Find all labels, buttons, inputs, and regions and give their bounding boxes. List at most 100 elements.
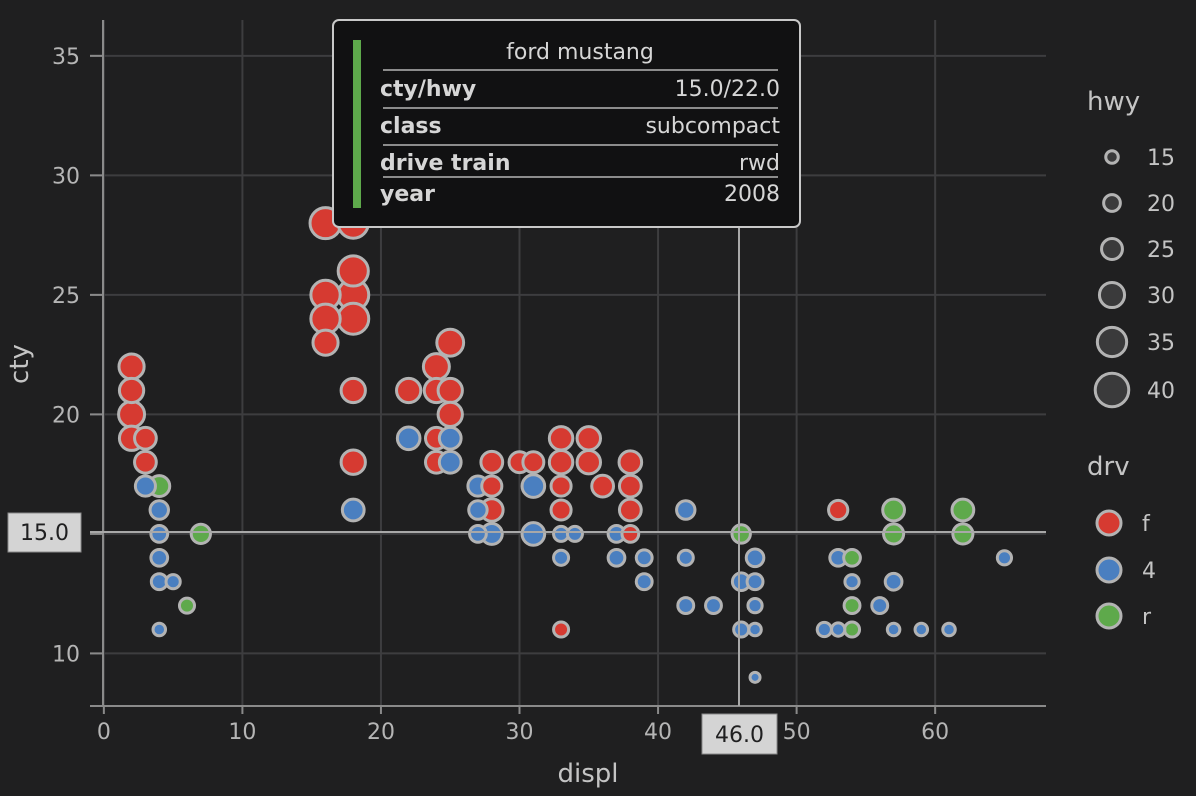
data-point bbox=[995, 549, 1014, 567]
color-legend-key bbox=[1095, 556, 1123, 584]
data-point bbox=[744, 547, 766, 569]
data-point bbox=[552, 548, 571, 567]
data-point bbox=[479, 449, 505, 475]
data-point bbox=[311, 328, 340, 357]
tooltip-row-key: cty/hwy bbox=[380, 77, 476, 102]
size-legend-label: 35 bbox=[1147, 331, 1175, 356]
data-point bbox=[436, 400, 464, 429]
data-point bbox=[395, 425, 422, 452]
tooltip-color-bar bbox=[353, 40, 361, 208]
data-point bbox=[336, 254, 370, 288]
size-legend-label: 25 bbox=[1147, 238, 1175, 263]
data-point bbox=[575, 448, 603, 476]
tooltip-row-value: 2008 bbox=[724, 182, 780, 207]
y-tick-label: 25 bbox=[52, 284, 80, 309]
data-point bbox=[435, 327, 466, 358]
data-point bbox=[870, 596, 890, 616]
data-point bbox=[133, 449, 158, 475]
size-legend-key bbox=[1093, 371, 1131, 409]
data-point bbox=[521, 450, 546, 475]
color-legend-label: 4 bbox=[1142, 559, 1156, 584]
data-point bbox=[746, 597, 764, 615]
crosshair-y-label-box bbox=[7, 512, 82, 553]
tooltip-row-key: year bbox=[380, 182, 435, 207]
data-point bbox=[552, 620, 571, 639]
size-legend-key bbox=[1104, 149, 1120, 165]
data-point bbox=[547, 425, 575, 452]
tooltip-row-value: 15.0/22.0 bbox=[675, 77, 780, 102]
data-point bbox=[189, 522, 212, 546]
data-point bbox=[549, 498, 573, 522]
crosshair-y-label: 15.0 bbox=[20, 521, 69, 546]
data-point bbox=[843, 573, 861, 591]
data-point bbox=[634, 548, 654, 568]
data-point bbox=[117, 352, 146, 381]
tooltip-row-key: drive train bbox=[380, 151, 510, 176]
data-point bbox=[747, 621, 763, 638]
data-point bbox=[730, 523, 752, 545]
data-point bbox=[617, 449, 644, 475]
data-point bbox=[148, 499, 170, 521]
data-point bbox=[520, 473, 547, 499]
data-point bbox=[177, 596, 197, 615]
data-point bbox=[395, 376, 423, 405]
data-point bbox=[842, 547, 862, 568]
tooltip-box bbox=[332, 19, 801, 228]
color-legend-label: f bbox=[1142, 512, 1151, 537]
color-legend-title: drv bbox=[1087, 452, 1130, 482]
size-legend-key bbox=[1100, 237, 1124, 261]
x-tick-label: 60 bbox=[921, 720, 949, 745]
size-legend-key bbox=[1097, 280, 1127, 310]
data-point bbox=[117, 399, 147, 429]
data-point bbox=[549, 474, 573, 498]
size-legend-title: hwy bbox=[1087, 87, 1140, 117]
data-point bbox=[617, 473, 643, 499]
data-point bbox=[745, 572, 765, 592]
data-point bbox=[843, 620, 862, 639]
data-point bbox=[634, 572, 654, 592]
data-point bbox=[133, 425, 158, 451]
y-tick-label: 20 bbox=[52, 403, 80, 428]
data-point bbox=[480, 474, 504, 498]
data-point bbox=[421, 352, 451, 382]
legend: hwy 15 20 25 30 35 40 drv f 4 r bbox=[1087, 87, 1175, 630]
size-legend-label: 40 bbox=[1147, 379, 1175, 404]
y-tick-label: 35 bbox=[52, 45, 80, 70]
tooltip-title: ford mustang bbox=[506, 40, 654, 65]
tooltip-row-value: rwd bbox=[739, 151, 780, 176]
data-point bbox=[950, 497, 976, 523]
data-point bbox=[885, 621, 902, 638]
data-point bbox=[336, 301, 371, 336]
x-tick-label: 50 bbox=[783, 720, 811, 745]
data-point bbox=[829, 621, 847, 638]
data-point bbox=[149, 547, 170, 568]
color-legend-key bbox=[1095, 602, 1123, 630]
data-point bbox=[339, 376, 367, 405]
data-point bbox=[620, 524, 641, 544]
x-tick-label: 30 bbox=[506, 720, 534, 745]
size-legend-key bbox=[1095, 325, 1129, 359]
data-point bbox=[732, 620, 751, 639]
color-legend-label: r bbox=[1142, 605, 1152, 630]
color-legend-key bbox=[1095, 509, 1123, 537]
data-point bbox=[133, 474, 157, 498]
data-point bbox=[467, 499, 489, 521]
data-point bbox=[565, 524, 584, 543]
data-point bbox=[468, 524, 488, 544]
data-point bbox=[748, 670, 762, 684]
data-point bbox=[606, 547, 627, 568]
size-legend-label: 20 bbox=[1147, 192, 1175, 217]
data-point bbox=[547, 448, 575, 476]
data-point bbox=[827, 498, 850, 522]
x-axis-title: displ bbox=[557, 759, 618, 789]
data-point bbox=[437, 449, 463, 475]
data-point bbox=[590, 473, 616, 499]
axes: 0102030405060101520253035displcty bbox=[5, 20, 1046, 789]
tooltip-row-key: class bbox=[380, 114, 442, 139]
data-point bbox=[881, 497, 906, 523]
data-point bbox=[675, 499, 697, 521]
data-point bbox=[704, 596, 723, 616]
data-point bbox=[676, 548, 695, 567]
tooltip: ford mustang cty/hwy 15.0/22.0 class subcomp… bbox=[332, 19, 801, 228]
data-point bbox=[437, 425, 463, 451]
